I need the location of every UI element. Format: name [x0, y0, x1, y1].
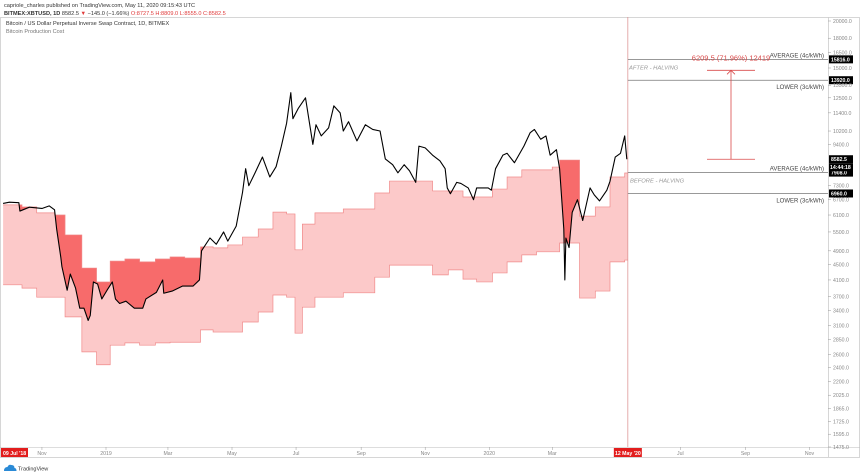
- y-tick-label: 6100.0: [833, 213, 849, 219]
- x-tick-label: May: [227, 451, 237, 457]
- y-tick-label: 6700.0: [833, 198, 849, 204]
- time-axis[interactable]: Nov 2019 Mar May Jul Sep Nov 2020 Mar Jul Sep Nov 09…: [1, 447, 815, 457]
- arrow-up-icon: [726, 69, 736, 75]
- level-label: AVERAGE (4c/kWh): [770, 53, 824, 59]
- tradingview-cloud-icon: [4, 464, 17, 471]
- countdown-tag-bg: [829, 163, 853, 172]
- price-axis[interactable]: 15816.0 13920.0 7908.0 6960.0 20000.0 18000.0…: [828, 19, 853, 451]
- annotations: AVERAGE (4c/kWh) LOWER (3c/kWh) AVERAGE (4…: [627, 17, 828, 447]
- level-price-tag: 15816.0: [829, 55, 853, 64]
- level-tag-bg: [829, 55, 853, 64]
- range-end-tag: 12 May '20: [615, 451, 641, 457]
- y-tick-label: 2400.0: [833, 365, 849, 371]
- x-tick-label: 2020: [483, 451, 495, 457]
- y-tick-label: 3100.0: [833, 324, 849, 330]
- measure-label: 6209.5 (71.96%) 12419: [692, 53, 770, 62]
- y-tick-label: 3400.0: [833, 309, 849, 315]
- range-start-tag-bg: [1, 448, 28, 457]
- last-price-tag: 8582.5: [831, 157, 847, 163]
- level-price-tag: 13920.0: [829, 76, 853, 85]
- y-tick-label: 11400.0: [833, 111, 851, 117]
- price-line[interactable]: [2, 92, 628, 321]
- production-cost-band: [3, 160, 628, 365]
- after-halving-label: AFTER - HALVING: [628, 65, 679, 71]
- level-tag-text: 7908.0: [831, 171, 847, 177]
- y-tick-label: 12500.0: [833, 96, 852, 102]
- symbol: BITMEX:XBTUSD, 1D: [4, 11, 60, 17]
- level-tag-bg: [829, 168, 853, 177]
- y-tick-label: 20000.0: [833, 19, 852, 25]
- y-tick-label: 1475.0: [833, 445, 849, 451]
- x-tick-label: Nov: [805, 451, 815, 457]
- y-tick-label: 2200.0: [833, 380, 849, 386]
- change-arrow-icon: ▼: [81, 11, 87, 17]
- y-tick-label: 1595.0: [833, 432, 849, 438]
- header: capriole_charles published on TradingVie…: [4, 3, 226, 17]
- change: −145.0 (−1.66%): [88, 11, 130, 17]
- countdown-tag: 14:44:18: [830, 165, 851, 171]
- y-tick-label: 7300.0: [833, 184, 849, 190]
- plot-area[interactable]: [2, 92, 628, 366]
- y-tick-label: 15000.0: [833, 66, 852, 72]
- y-tick-label: 4500.0: [833, 263, 849, 269]
- y-tick-label: 1725.0: [833, 419, 849, 425]
- tradingview-brand: TradingView: [18, 467, 48, 473]
- y-tick-label: 4100.0: [833, 278, 849, 284]
- level-tag-text: 15816.0: [831, 57, 850, 63]
- x-tick-label: 2019: [100, 451, 112, 457]
- x-tick-label: Mar: [548, 451, 557, 457]
- low: L:8555.0: [180, 11, 202, 17]
- open: O:8727.5: [131, 11, 154, 17]
- level-tag-bg: [829, 189, 853, 198]
- range-start-tag: 09 Jul '18: [3, 451, 26, 457]
- x-tick-label: Jul: [677, 451, 684, 457]
- level-price-tag: 6960.0: [829, 189, 853, 198]
- x-tick-label: Nov: [37, 451, 47, 457]
- x-tick-label: Sep: [741, 451, 750, 457]
- y-tick-label: 2025.0: [833, 393, 849, 399]
- lower-cost-line: [3, 242, 628, 366]
- level-tag-text: 13920.0: [831, 78, 850, 84]
- x-tick-label: Mar: [163, 451, 172, 457]
- last-price-tag-bg: [829, 155, 853, 164]
- legend: Bitcoin / US Dollar Perpetual Inverse Sw…: [6, 21, 169, 35]
- level-label: AVERAGE (4c/kWh): [770, 167, 824, 173]
- legend-main-series[interactable]: Bitcoin / US Dollar Perpetual Inverse Sw…: [6, 21, 169, 27]
- high: H:8809.0: [155, 11, 178, 17]
- legend-indicator[interactable]: Bitcoin Production Cost: [6, 29, 65, 35]
- tradingview-logo[interactable]: TradingView: [4, 464, 48, 473]
- range-end-tag-bg: [613, 448, 642, 457]
- average-cost-line: [3, 159, 628, 283]
- before-halving-label: BEFORE - HALVING: [630, 179, 685, 185]
- level-label: LOWER (3c/kWh): [776, 198, 824, 204]
- level-tag-bg: [829, 76, 853, 85]
- ohlc-line: BITMEX:XBTUSD, 1D 8582.5 ▼ −145.0 (−1.66…: [4, 11, 226, 17]
- x-tick-label: Nov: [421, 451, 431, 457]
- level-tag-text: 6960.0: [831, 191, 847, 197]
- close: C:8582.5: [203, 11, 226, 17]
- publisher-line: capriole_charles published on TradingVie…: [4, 3, 195, 9]
- y-tick-label: 4900.0: [833, 249, 849, 255]
- y-tick-label: 9400.0: [833, 142, 849, 148]
- y-tick-label: 2850.0: [833, 337, 849, 343]
- last-price: 8582.5: [62, 11, 79, 17]
- y-tick-label: 13500.0: [833, 83, 852, 89]
- y-tick-label: 2600.0: [833, 352, 849, 358]
- y-tick-label: 16500.0: [833, 50, 852, 56]
- x-tick-label: Jul: [293, 451, 300, 457]
- level-price-tag: 7908.0: [829, 168, 853, 177]
- y-tick-label: 1865.0: [833, 407, 849, 413]
- y-tick-label: 5500.0: [833, 230, 849, 236]
- level-label: LOWER (3c/kWh): [776, 85, 824, 91]
- x-tick-label: Sep: [357, 451, 366, 457]
- y-tick-label: 18000.0: [833, 36, 852, 42]
- y-tick-label: 3700.0: [833, 295, 849, 301]
- y-tick-label: 10200.0: [833, 129, 852, 135]
